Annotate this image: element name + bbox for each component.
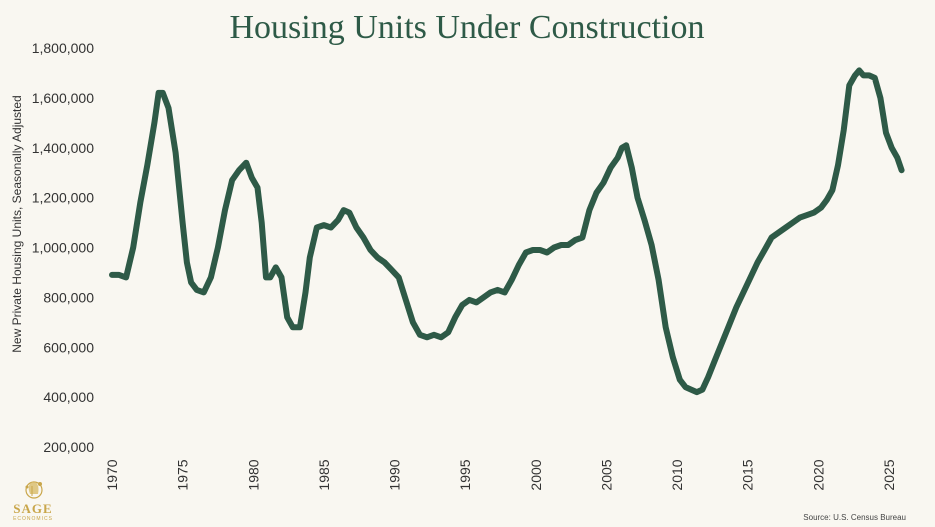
y-tick-label: 200,000 (43, 439, 94, 455)
logo-name: SAGE (13, 501, 52, 516)
y-tick-label: 600,000 (43, 339, 94, 355)
x-tick-label: 1995 (457, 459, 473, 490)
x-tick-label: 2000 (528, 459, 544, 490)
x-tick-label: 1985 (316, 459, 332, 490)
x-tick-label: 1970 (104, 459, 120, 490)
y-tick-label: 1,200,000 (32, 190, 94, 206)
sage-logo: SAGE ECONOMICS (13, 481, 53, 522)
y-tick-label: 1,400,000 (32, 140, 94, 156)
x-axis-ticks: 1970 1975 1980 1985 1990 1995 2000 2005 2010 2015… (104, 459, 897, 490)
y-tick-label: 800,000 (43, 289, 94, 305)
y-axis-ticks: 200,000 400,000 600,000 800,000 1,000,000 1,2… (32, 40, 95, 455)
x-tick-label: 2010 (669, 459, 685, 490)
y-tick-label: 1,800,000 (32, 40, 94, 56)
x-tick-label: 1980 (245, 459, 261, 490)
x-tick-label: 2015 (740, 459, 756, 490)
y-axis-label: New Private Housing Units, Seasonally Ad… (10, 95, 24, 352)
y-tick-label: 1,000,000 (32, 240, 94, 256)
x-tick-label: 2025 (881, 459, 897, 490)
source-note: Source: U.S. Census Bureau (803, 513, 906, 522)
y-tick-label: 1,600,000 (32, 90, 94, 106)
series-line-housing-units (109, 67, 905, 396)
leaf-icon (25, 481, 43, 499)
y-tick-label: 400,000 (43, 389, 94, 405)
x-tick-label: 2005 (598, 459, 614, 490)
x-tick-label: 1975 (175, 459, 191, 490)
x-tick-label: 1990 (387, 459, 403, 490)
chart-title: Housing Units Under Construction (229, 9, 704, 46)
x-tick-label: 2020 (810, 459, 826, 490)
logo-tagline: ECONOMICS (13, 516, 53, 522)
